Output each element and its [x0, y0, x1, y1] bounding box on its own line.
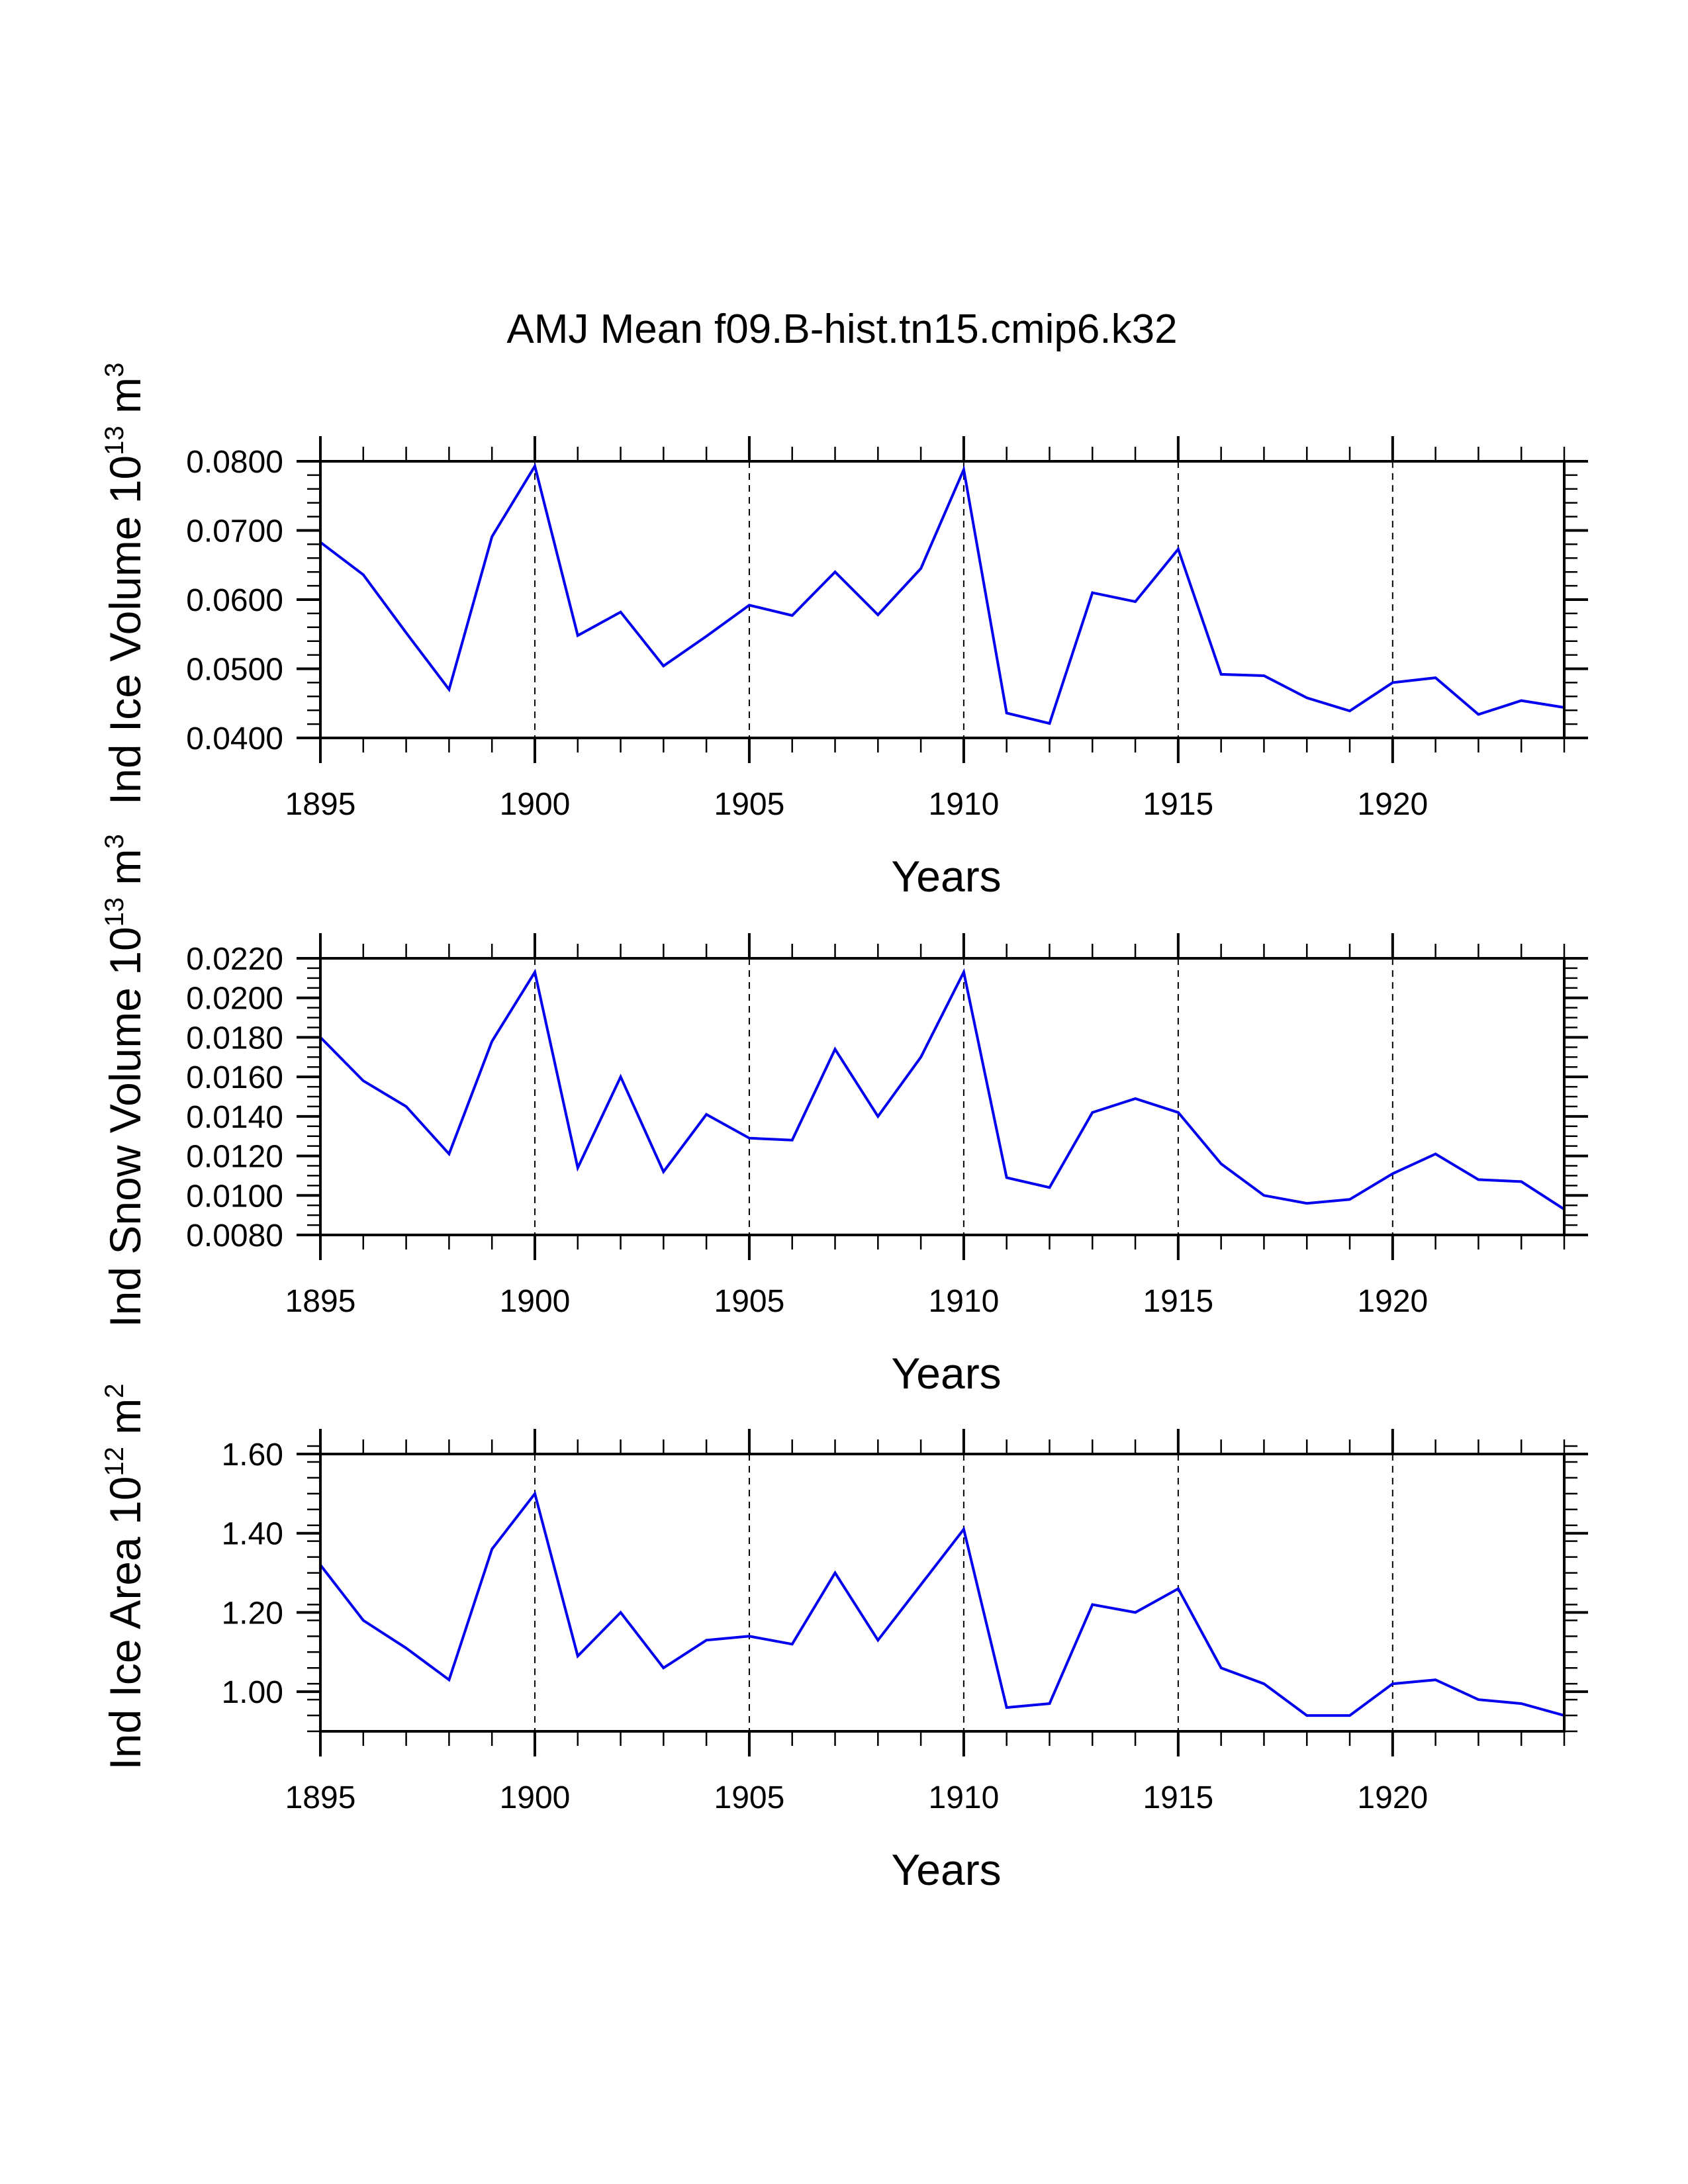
y-axis-title-superscript: 3 — [100, 363, 129, 377]
y-tick-label: 1.00 — [222, 1675, 283, 1710]
y-tick-label: 0.0700 — [186, 514, 283, 549]
x-axis-title: Years — [891, 1349, 1001, 1398]
y-tick-label: 0.0160 — [186, 1060, 283, 1095]
y-axis-title-superscript: 3 — [100, 834, 129, 848]
y-axis-title-superscript: 13 — [100, 426, 129, 455]
panel-2: 1895 1900 1905 1910 1915 1920 0.0080 0.0100 0.01… — [100, 834, 1588, 1398]
x-tick-label: 1915 — [1143, 1284, 1213, 1319]
y-tick-label: 1.40 — [222, 1517, 283, 1552]
x-tick-label: 1920 — [1357, 787, 1428, 822]
y-tick-label: 0.0140 — [186, 1100, 283, 1135]
plot-frame — [319, 1453, 1566, 1733]
y-axis-title-text: Ind Snow Volume 10 — [101, 927, 150, 1327]
figure-title: AMJ Mean f09.B-hist.tn15.cmip6.k32 — [506, 306, 1177, 352]
x-tick-label: 1905 — [714, 1780, 785, 1815]
x-tick-label: 1910 — [929, 1284, 1000, 1319]
y-axis-title-superscript: 13 — [100, 897, 129, 927]
x-axis-title: Years — [891, 852, 1001, 901]
x-tick-label: 1900 — [500, 1780, 571, 1815]
panel-1: 1895 1900 1905 1910 1915 1920 0.0400 0.0500 0.06… — [100, 363, 1588, 901]
y-axis-title: Ind Ice Volume 1013 m3 — [100, 363, 150, 805]
x-tick-label: 1895 — [285, 1284, 356, 1319]
y-tick-label: 0.0100 — [186, 1179, 283, 1214]
series-line-ind-ice-volume — [319, 463, 1565, 725]
y-axis-title-superscript: 12 — [100, 1447, 129, 1477]
y-tick-label: 0.0180 — [186, 1021, 283, 1056]
y-axis-title-text: m — [101, 377, 150, 426]
y-axis-title: Ind Snow Volume 1013 m3 — [100, 834, 150, 1328]
y-axis-title-text: m — [101, 849, 150, 897]
x-tick-label: 1900 — [500, 787, 571, 822]
x-tick-label: 1910 — [929, 1780, 1000, 1815]
y-tick-label: 0.0400 — [186, 721, 283, 756]
x-tick-label: 1920 — [1357, 1284, 1428, 1319]
x-tick-label: 1895 — [285, 787, 356, 822]
y-axis-title-text: Ind Ice Volume 10 — [101, 455, 150, 805]
series-line-ind-ice-area — [319, 1490, 1565, 1717]
y-tick-label: 0.0500 — [186, 653, 283, 688]
y-axis-title-text: m — [101, 1398, 150, 1447]
x-axis-title: Years — [891, 1845, 1001, 1894]
y-tick-label: 0.0200 — [186, 981, 283, 1017]
x-tick-label: 1915 — [1143, 1780, 1213, 1815]
x-tick-label: 1920 — [1357, 1780, 1428, 1815]
y-tick-label: 0.0080 — [186, 1218, 283, 1253]
panel-3: 1895 1900 1905 1910 1915 1920 1.00 1.20 1.40 1.60… — [100, 1383, 1588, 1894]
y-tick-label: 1.20 — [222, 1596, 283, 1631]
x-tick-label: 1905 — [714, 1284, 785, 1319]
x-tick-label: 1910 — [929, 787, 1000, 822]
series-line-ind-snow-volume — [319, 968, 1566, 1210]
x-tick-label: 1915 — [1143, 787, 1213, 822]
y-tick-label: 0.0120 — [186, 1140, 283, 1175]
y-tick-label: 0.0800 — [186, 445, 283, 480]
y-tick-label: 0.0600 — [186, 583, 283, 618]
x-tick-label: 1905 — [714, 787, 785, 822]
x-tick-label: 1900 — [500, 1284, 571, 1319]
y-axis-title-superscript: 2 — [100, 1383, 129, 1398]
y-axis-title: Ind Ice Area 1012 m2 — [100, 1383, 150, 1770]
panels: 1895 1900 1905 1910 1915 1920 0.0400 0.0500 0.06… — [100, 363, 1588, 1894]
y-tick-label: 1.60 — [222, 1437, 283, 1473]
y-axis-title-text: Ind Ice Area 10 — [101, 1477, 150, 1770]
y-tick-label: 0.0220 — [186, 942, 283, 977]
x-tick-label: 1895 — [285, 1780, 356, 1815]
